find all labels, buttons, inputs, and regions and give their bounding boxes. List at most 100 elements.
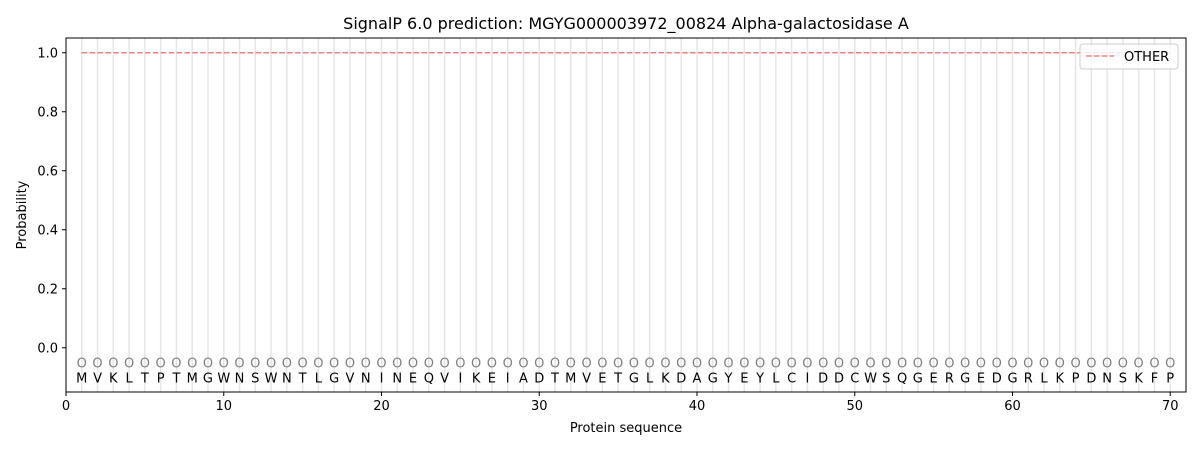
y-tick-label: 0.0	[37, 341, 58, 356]
residue-label: T	[550, 371, 559, 386]
y-tick-label: 0.2	[37, 282, 58, 297]
prediction-label: O	[1118, 357, 1128, 372]
prediction-label: O	[897, 357, 907, 372]
prediction-label: O	[298, 357, 308, 372]
residue-label: E	[740, 371, 748, 386]
prediction-label: O	[645, 357, 655, 372]
grid	[81, 38, 1171, 392]
x-tick-label: 50	[846, 399, 863, 414]
residue-label: R	[945, 371, 954, 386]
residue-label: R	[1024, 371, 1033, 386]
prediction-label: O	[566, 357, 576, 372]
prediction-label: O	[976, 357, 986, 372]
prediction-label: O	[550, 357, 560, 372]
prediction-label: O	[156, 357, 166, 372]
prediction-label: O	[581, 357, 591, 372]
residue-label: G	[1007, 371, 1017, 386]
residue-label: K	[1056, 371, 1065, 386]
residue-label: D	[676, 371, 686, 386]
x-tick-label: 30	[531, 399, 548, 414]
x-tick-label: 10	[215, 399, 232, 414]
prediction-label: O	[424, 357, 434, 372]
prediction-label: O	[739, 357, 749, 372]
residue-label: K	[1134, 371, 1143, 386]
residue-label: G	[329, 371, 339, 386]
prediction-label: O	[787, 357, 797, 372]
prediction-label: O	[171, 357, 181, 372]
residue-label: N	[392, 371, 402, 386]
prediction-label: O	[913, 357, 923, 372]
plot-frame	[65, 37, 1187, 393]
prediction-label: O	[629, 357, 639, 372]
prediction-label: O	[329, 357, 339, 372]
prediction-label: O	[140, 357, 150, 372]
residue-label: Y	[755, 371, 764, 386]
prediction-label: O	[723, 357, 733, 372]
prediction-label: O	[108, 357, 118, 372]
residue-label: W	[864, 371, 877, 386]
residue-label: T	[613, 371, 622, 386]
residue-label: D	[534, 371, 544, 386]
residue-label: I	[458, 371, 462, 386]
residue-label: G	[708, 371, 718, 386]
residue-label: C	[850, 371, 859, 386]
prediction-label: O	[234, 357, 244, 372]
prediction-label: O	[1165, 357, 1175, 372]
prediction-label: O	[613, 357, 623, 372]
prediction-label: O	[1086, 357, 1096, 372]
prediction-label: O	[692, 357, 702, 372]
prediction-label: O	[439, 357, 449, 372]
residue-label: D	[818, 371, 828, 386]
residue-label: N	[235, 371, 245, 386]
residue-label: V	[345, 371, 354, 386]
sequence-layer: OMOVOKOLOTOPOTOMOGOWONOSOWONOTOLOGOVONOI…	[76, 357, 1175, 387]
residue-label: P	[1072, 371, 1080, 386]
residue-label: L	[125, 371, 133, 386]
x-tick-label: 0	[62, 399, 70, 414]
residue-label: V	[582, 371, 591, 386]
prediction-label: O	[203, 357, 213, 372]
residue-label: I	[506, 371, 510, 386]
prediction-label: O	[282, 357, 292, 372]
residue-label: V	[93, 371, 102, 386]
residue-label: T	[140, 371, 149, 386]
residue-label: M	[565, 371, 576, 386]
prediction-label: O	[518, 357, 528, 372]
prediction-label: O	[834, 357, 844, 372]
residue-label: N	[1102, 371, 1112, 386]
residue-label: I	[380, 371, 384, 386]
x-tick-label: 60	[1004, 399, 1021, 414]
y-tick-label: 0.4	[37, 223, 58, 238]
prediction-label: O	[1070, 357, 1080, 372]
prediction-label: O	[960, 357, 970, 372]
prediction-label: O	[1149, 357, 1159, 372]
prediction-label: O	[534, 357, 544, 372]
prediction-label: O	[597, 357, 607, 372]
prediction-label: O	[77, 357, 87, 372]
prediction-label: O	[124, 357, 134, 372]
residue-label: C	[787, 371, 796, 386]
residue-label: T	[298, 371, 307, 386]
residue-label: D	[1086, 371, 1096, 386]
residue-label: N	[282, 371, 292, 386]
prediction-label: O	[92, 357, 102, 372]
legend: OTHER	[1079, 43, 1179, 70]
prediction-label: O	[408, 357, 418, 372]
prediction-label: O	[1007, 357, 1017, 372]
prediction-label: O	[503, 357, 513, 372]
residue-label: E	[929, 371, 937, 386]
residue-label: A	[519, 371, 528, 386]
residue-label: K	[472, 371, 481, 386]
prediction-label: O	[361, 357, 371, 372]
chart-title: SignalP 6.0 prediction: MGYG000003972_00…	[343, 14, 909, 34]
residue-label: L	[315, 371, 323, 386]
prediction-label: O	[1039, 357, 1049, 372]
residue-label: L	[772, 371, 780, 386]
prediction-label: O	[1102, 357, 1112, 372]
prediction-label: O	[708, 357, 718, 372]
residue-label: E	[409, 371, 417, 386]
prediction-label: O	[676, 357, 686, 372]
prediction-label: O	[928, 357, 938, 372]
x-tick-label: 20	[373, 399, 390, 414]
